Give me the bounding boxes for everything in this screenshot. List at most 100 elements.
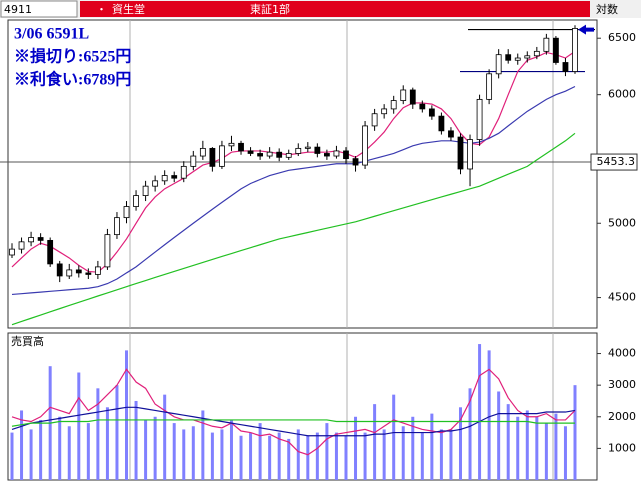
candle-body <box>257 153 264 157</box>
scale-label: 対数 <box>596 2 618 16</box>
y-tick-label: 6000 <box>608 88 636 101</box>
volume-bar <box>191 426 195 480</box>
volume-bar <box>258 423 262 480</box>
volume-bar <box>58 416 62 480</box>
volume-bar <box>144 419 148 480</box>
volume-bar <box>439 429 443 480</box>
stock-code: 4911 <box>4 3 32 16</box>
volume-bar <box>478 344 482 480</box>
moving-average <box>11 406 576 437</box>
candle-body <box>238 142 244 152</box>
y-tick-label: 4500 <box>608 291 636 304</box>
candle-body <box>199 147 206 157</box>
candle-body <box>371 113 378 127</box>
volume-bar <box>497 391 501 480</box>
candle-body <box>161 175 168 182</box>
market: 東証1部 <box>250 2 290 16</box>
candle-body <box>524 55 531 59</box>
volume-bar <box>573 385 577 480</box>
volume-bar <box>468 388 472 480</box>
volume-bar <box>401 426 405 480</box>
y-tick-label: 6500 <box>608 31 636 44</box>
volume-bar <box>506 404 510 480</box>
candle-body <box>343 150 349 160</box>
volume-bar <box>354 416 358 480</box>
volume-bar <box>182 429 186 480</box>
candle-body <box>171 175 178 179</box>
moving-average <box>11 85 576 296</box>
candle-body <box>352 158 359 166</box>
volume-bar <box>516 416 520 480</box>
candle-body <box>438 115 445 132</box>
volume-bar <box>325 423 329 480</box>
candle-body <box>476 98 483 140</box>
candle-body <box>276 151 283 158</box>
candle-body <box>190 155 197 167</box>
code-box <box>0 0 78 18</box>
candle-body <box>180 165 187 179</box>
candle-body <box>209 147 216 167</box>
candle-body <box>56 263 63 277</box>
volume-bar <box>277 432 281 480</box>
volume-bar <box>315 432 319 480</box>
candle-body <box>266 151 273 157</box>
candle-body <box>28 237 34 243</box>
moving-average <box>11 368 576 456</box>
candle-body <box>428 108 435 117</box>
candle-body <box>400 89 407 101</box>
candle-body <box>314 146 321 154</box>
volume-bar <box>96 388 100 480</box>
volume-bar <box>229 419 233 480</box>
marker: ・ <box>96 3 107 16</box>
candle-body <box>295 147 302 154</box>
y-tick-label: 1000 <box>608 441 636 454</box>
candle-body <box>114 217 120 236</box>
arrow-marker <box>578 24 594 35</box>
volume-bar <box>153 416 157 480</box>
annotation: 3/06 6591L <box>14 26 89 43</box>
volume-bar <box>20 410 24 480</box>
volume-bar <box>535 416 539 480</box>
candle-body <box>448 130 454 138</box>
volume-bar <box>525 410 529 480</box>
volume-bar <box>134 400 138 480</box>
volume-bar <box>29 429 33 480</box>
candle-body <box>228 142 235 147</box>
volume-title: 売買高 <box>11 334 44 348</box>
current-price-label: 5453.3 <box>597 155 636 168</box>
y-tick-label: 2000 <box>608 410 636 423</box>
volume-bar <box>344 435 348 480</box>
volume-bar <box>306 435 310 480</box>
volume-bar <box>487 350 491 480</box>
candle-body <box>419 103 426 110</box>
candle-body <box>486 73 493 100</box>
volume-bar <box>296 429 300 480</box>
candle-body <box>562 62 569 72</box>
volume-bar <box>334 432 338 480</box>
candle-body <box>9 248 15 256</box>
volume-bar <box>430 413 434 480</box>
volume-bar <box>239 435 243 480</box>
volume-bar <box>10 432 14 480</box>
y-tick-label: 3000 <box>608 378 636 391</box>
title-bar <box>80 1 590 17</box>
candle-body <box>304 146 311 149</box>
candle-body <box>104 234 111 268</box>
candle-body <box>390 100 397 110</box>
candle-body <box>85 272 92 275</box>
y-tick-label: 5000 <box>608 216 636 229</box>
candle-body <box>381 108 388 115</box>
stock-name: 資生堂 <box>112 2 145 16</box>
volume-bar <box>268 435 272 480</box>
volume-bar <box>249 432 253 480</box>
moving-average <box>11 419 575 427</box>
volume-bar <box>125 350 129 480</box>
volume-bar <box>363 432 367 480</box>
volume-bar <box>373 404 377 480</box>
current-price-box <box>590 153 638 171</box>
y-tick-label: 4000 <box>608 347 636 360</box>
annotation: ※損切り:6525円 <box>14 47 131 66</box>
candle-body <box>75 269 82 274</box>
candle-body <box>533 50 540 57</box>
volume-bar <box>201 410 205 480</box>
